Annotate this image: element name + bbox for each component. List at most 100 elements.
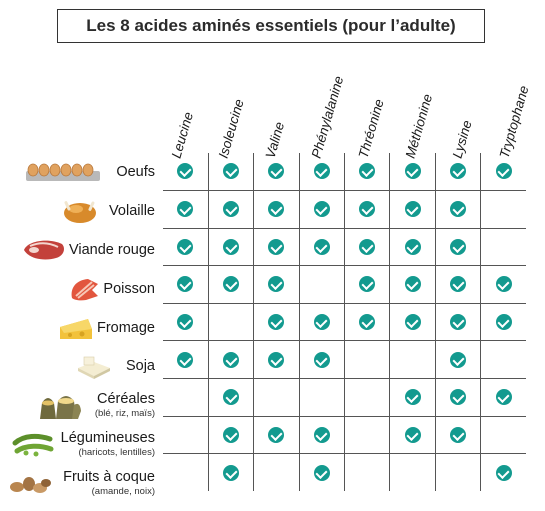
table-row — [163, 340, 527, 380]
table-cell — [253, 378, 300, 417]
table-cell — [298, 415, 346, 455]
table-cell — [389, 227, 436, 267]
check-icon — [404, 389, 421, 406]
table-cell — [389, 153, 436, 192]
table-cell — [434, 227, 482, 267]
table-cell — [298, 153, 346, 192]
row-subtitle: (blé, riz, maïs) — [94, 408, 155, 420]
check-icon — [450, 389, 467, 406]
row-label: Viande rouge — [69, 242, 155, 259]
table-cell — [253, 453, 300, 492]
check-icon — [268, 276, 285, 293]
table-cell — [298, 265, 346, 304]
table-cell — [434, 302, 482, 342]
check-icon — [404, 238, 421, 255]
check-icon — [313, 464, 330, 481]
table-cell — [207, 227, 255, 267]
check-icon — [450, 163, 467, 180]
table-cell — [434, 153, 482, 192]
table-cell — [389, 340, 436, 380]
table-cell — [163, 378, 209, 417]
table-cell — [480, 378, 527, 417]
table-cell — [434, 340, 482, 380]
table-cell — [434, 378, 482, 417]
check-icon — [404, 276, 421, 293]
table-cell — [207, 415, 255, 455]
table-cell — [480, 190, 527, 229]
check-icon — [495, 389, 512, 406]
table-cell — [163, 453, 209, 492]
table-row — [163, 453, 527, 492]
check-icon — [268, 163, 285, 180]
check-icon — [177, 201, 194, 218]
row-name: Soja — [125, 358, 155, 375]
table-cell — [207, 302, 255, 342]
check-icon — [268, 238, 285, 255]
row-name: Viande rouge — [68, 241, 155, 258]
table-row — [163, 153, 527, 192]
table-cell — [434, 453, 482, 492]
table-cell — [344, 378, 391, 417]
row-subtitle: (haricots, lentilles) — [78, 447, 155, 459]
check-icon — [223, 201, 240, 218]
check-icon — [223, 426, 240, 443]
table-cell — [298, 302, 346, 342]
table-cell — [344, 265, 391, 304]
check-icon — [313, 313, 330, 330]
table-cell — [207, 190, 255, 229]
page-title: Les 8 acides aminés essentiels (pour l’a… — [57, 9, 485, 43]
column-header-6: Méthionine — [402, 92, 436, 160]
check-icon — [450, 238, 467, 255]
table-cell — [480, 453, 527, 492]
table-cell — [163, 340, 209, 380]
column-header-4: Phénylalanine — [308, 74, 347, 160]
table-cell — [163, 227, 209, 267]
row-name: Fruits à coque — [63, 469, 155, 486]
beans-icon — [12, 433, 54, 462]
table-row — [163, 415, 527, 455]
table-cell — [163, 302, 209, 342]
row-name: Poisson — [103, 280, 155, 297]
check-icon — [404, 201, 421, 218]
table-cell — [298, 378, 346, 417]
column-header-7: Lysine — [449, 118, 475, 160]
row-name: Volaille — [109, 202, 155, 219]
check-icon — [177, 276, 194, 293]
fish-icon — [66, 276, 102, 307]
check-icon — [313, 163, 330, 180]
roast-chicken-icon — [60, 197, 100, 230]
column-header-5: Thréonine — [355, 97, 387, 160]
grain-sacks-icon — [38, 391, 82, 426]
table-cell — [207, 340, 255, 380]
check-icon — [359, 276, 376, 293]
tofu-icon — [76, 354, 112, 385]
row-subtitle: (amande, noix) — [91, 486, 155, 498]
check-icon — [268, 313, 285, 330]
table-cell — [163, 153, 209, 192]
table-cell — [480, 340, 527, 380]
table-cell — [434, 415, 482, 455]
table-cell — [480, 153, 527, 192]
table-cell — [344, 190, 391, 229]
row-label: Fruits à coque (amande, noix) — [63, 469, 155, 498]
check-icon — [359, 238, 376, 255]
check-icon — [359, 313, 376, 330]
check-icon — [313, 201, 330, 218]
eggs-carton-icon — [24, 161, 102, 188]
check-icon — [359, 201, 376, 218]
nuts-icon — [8, 472, 52, 501]
table-cell — [389, 378, 436, 417]
table-cell — [480, 265, 527, 304]
row-label: Oeufs — [116, 164, 155, 181]
table-cell — [207, 153, 255, 192]
check-icon — [450, 276, 467, 293]
row-label: Volaille — [109, 203, 155, 220]
row-name: Céréales — [96, 391, 155, 408]
table-cell — [389, 302, 436, 342]
check-icon — [495, 276, 512, 293]
check-icon — [177, 163, 194, 180]
table-cell — [253, 227, 300, 267]
check-icon — [359, 163, 376, 180]
table-cell — [163, 265, 209, 304]
check-icon — [223, 238, 240, 255]
